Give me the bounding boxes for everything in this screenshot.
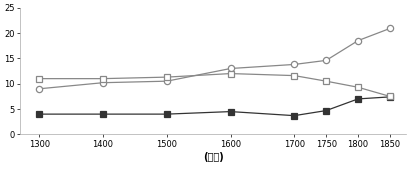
서유넁 xyxy=(100,82,105,84)
Line: 아시아: 아시아 xyxy=(36,71,392,99)
아시아 xyxy=(100,78,105,80)
동유넁 xyxy=(164,113,169,115)
동유넁 xyxy=(355,98,360,100)
아시아 xyxy=(37,78,42,80)
동유넁 xyxy=(291,114,296,117)
동유넁 xyxy=(387,96,391,98)
서유넁 xyxy=(387,27,391,30)
동유넁 xyxy=(323,109,328,112)
아시아 xyxy=(323,80,328,82)
아시아 xyxy=(227,72,232,75)
서유넁 xyxy=(323,59,328,62)
아시아 xyxy=(355,86,360,88)
아시아 xyxy=(387,95,391,98)
서유넁 xyxy=(227,67,232,70)
서유넁 xyxy=(291,63,296,66)
아시아 xyxy=(164,76,169,78)
동유넁 xyxy=(37,113,42,115)
서유넁 xyxy=(37,88,42,90)
Line: 서유넁: 서유넁 xyxy=(36,25,392,92)
동유넁 xyxy=(100,113,105,115)
동유넁 xyxy=(227,110,232,113)
X-axis label: (년도): (년도) xyxy=(202,152,223,162)
아시아 xyxy=(291,74,296,77)
서유넁 xyxy=(355,40,360,42)
서유넁 xyxy=(164,80,169,82)
Line: 동유넁: 동유넁 xyxy=(37,94,391,118)
